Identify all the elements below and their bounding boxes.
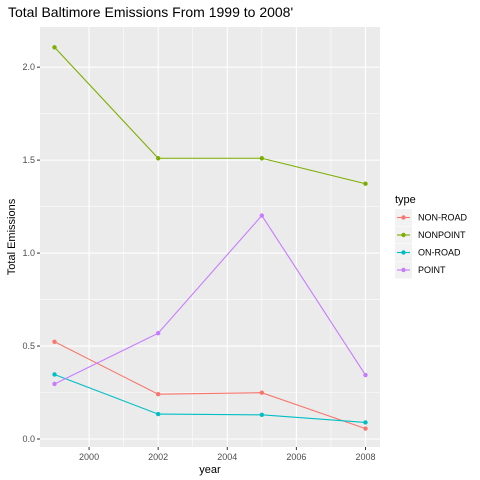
x-tick-label: 2002 bbox=[148, 452, 168, 462]
data-point-on-road bbox=[259, 412, 265, 418]
y-tick-label: 1.0 bbox=[22, 248, 35, 258]
x-axis-title: year bbox=[199, 464, 221, 476]
x-tick-label: 2006 bbox=[286, 452, 306, 462]
legend-items: NON-ROAD NONPOINT ON-ROAD POINT bbox=[395, 209, 467, 279]
legend-label: NONPOINT bbox=[418, 230, 466, 240]
plot-panel bbox=[40, 27, 380, 447]
legend-key-point bbox=[401, 232, 406, 238]
y-tick-label: 0.0 bbox=[22, 434, 35, 444]
data-point-nonpoint bbox=[363, 181, 368, 186]
series-line-non-road bbox=[54, 341, 366, 430]
data-point-nonpoint bbox=[155, 156, 161, 161]
x-axis-ticks: 2000 2002 2004 2006 2008 bbox=[79, 447, 376, 462]
y-tick-label: 0.5 bbox=[22, 341, 35, 351]
chart-title: Total Baltimore Emissions From 1999 to 2… bbox=[8, 4, 293, 20]
y-tick-label: 1.5 bbox=[22, 155, 35, 165]
legend-key-point bbox=[401, 215, 406, 220]
y-tick-label: 2.0 bbox=[22, 62, 35, 72]
legend: type NON-ROAD NONPOINT ON-ROAD POINT bbox=[395, 194, 467, 279]
minor-gridlines bbox=[40, 27, 380, 447]
data-point-point bbox=[155, 331, 161, 336]
data-point-nonpoint bbox=[52, 45, 57, 50]
legend-label: POINT bbox=[418, 265, 446, 275]
legend-item-non-road: NON-ROAD bbox=[395, 209, 467, 226]
legend-key-point bbox=[401, 250, 406, 255]
data-point-on-road bbox=[155, 411, 161, 417]
series-points bbox=[52, 45, 368, 431]
data-point-non-road bbox=[52, 339, 57, 344]
x-tick-label: 2000 bbox=[79, 452, 99, 462]
series-lines bbox=[54, 46, 366, 430]
data-point-nonpoint bbox=[259, 156, 265, 161]
data-point-non-road bbox=[259, 390, 265, 395]
legend-label: NON-ROAD bbox=[418, 213, 467, 223]
legend-label: ON-ROAD bbox=[418, 248, 461, 258]
legend-item-point: POINT bbox=[395, 261, 446, 279]
legend-item-on-road: ON-ROAD bbox=[395, 244, 461, 261]
data-point-non-road bbox=[155, 391, 161, 397]
data-point-on-road bbox=[52, 372, 57, 377]
x-tick-label: 2008 bbox=[355, 452, 375, 462]
y-axis-title: Total Emissions bbox=[6, 198, 18, 275]
legend-item-nonpoint: NONPOINT bbox=[395, 226, 466, 244]
legend-key-point bbox=[401, 267, 406, 273]
x-tick-label: 2004 bbox=[217, 452, 237, 462]
y-axis-ticks: 0.0 0.5 1.0 1.5 2.0 bbox=[22, 62, 40, 444]
data-point-non-road bbox=[363, 426, 368, 431]
legend-title: type bbox=[395, 194, 416, 206]
data-point-on-road bbox=[363, 420, 368, 425]
data-point-point bbox=[52, 381, 57, 387]
series-line-on-road bbox=[54, 373, 366, 424]
data-point-point bbox=[363, 372, 368, 378]
series-line-nonpoint bbox=[54, 46, 366, 185]
data-point-point bbox=[259, 213, 265, 218]
series-line-point bbox=[54, 214, 366, 385]
